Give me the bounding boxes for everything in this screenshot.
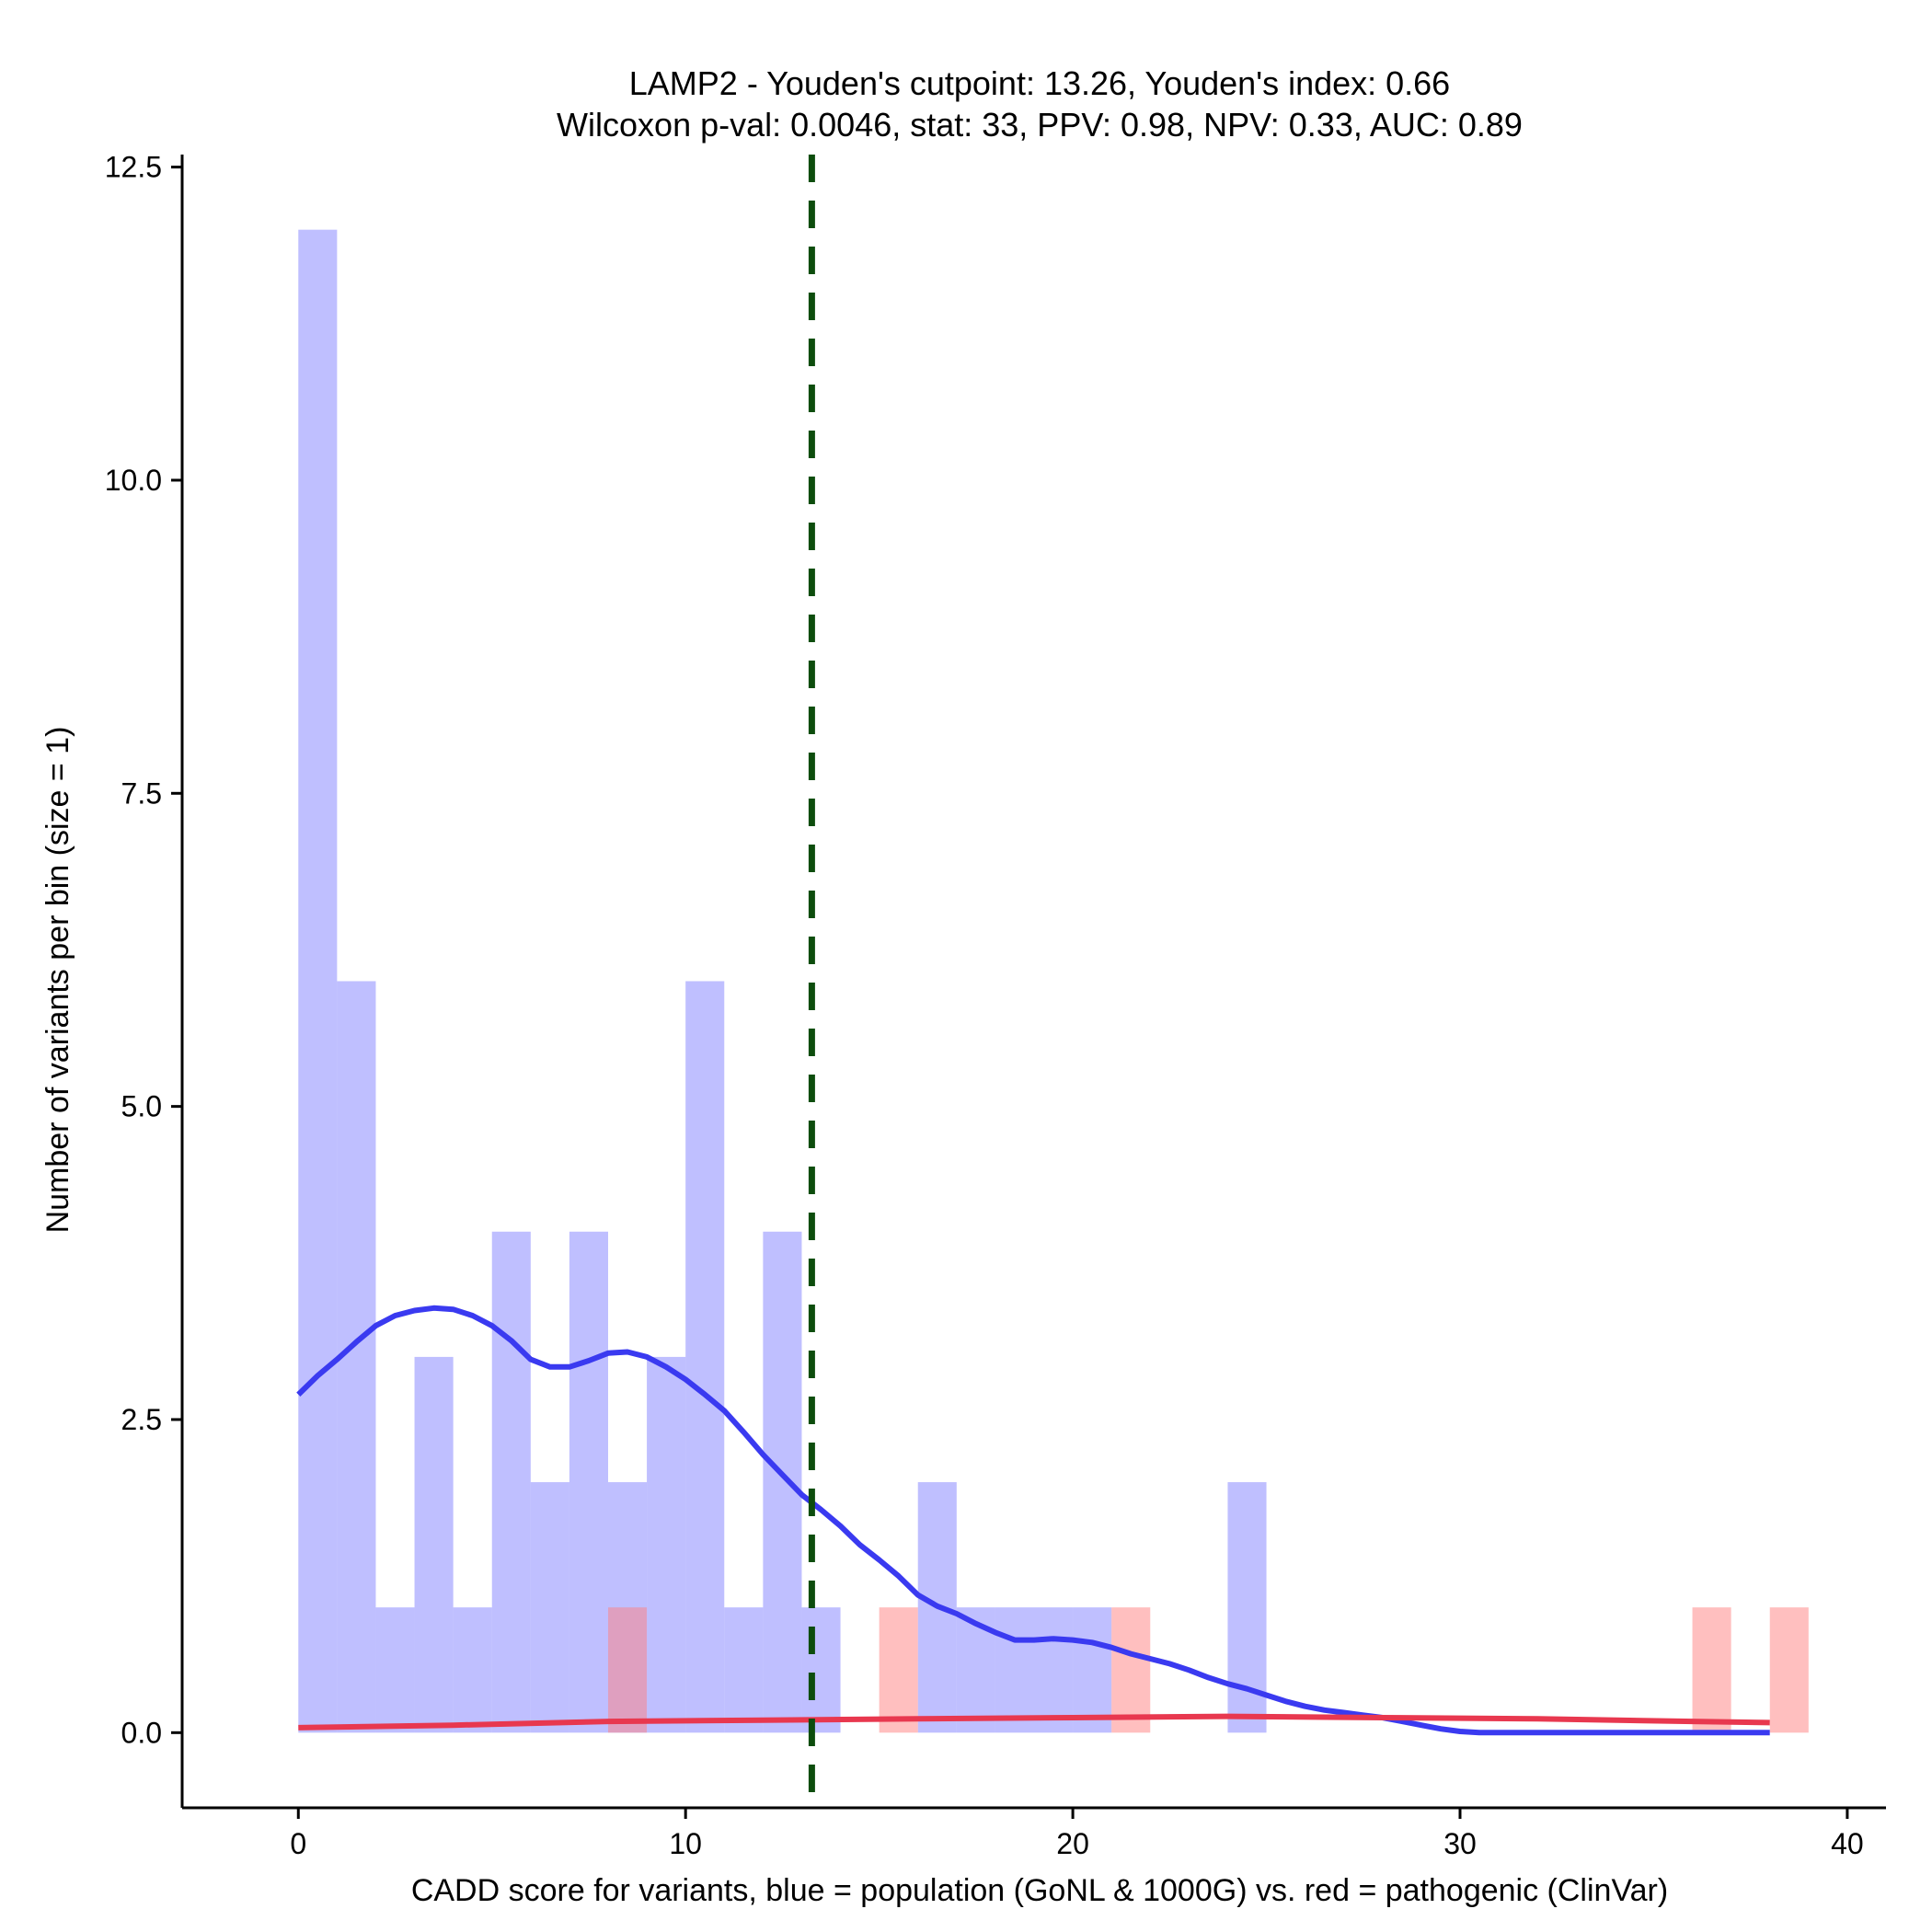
y-axis-label: Number of variants per bin (size = 1) bbox=[40, 727, 75, 1234]
x-tick-label: 30 bbox=[1443, 1827, 1477, 1860]
pathogenic-density-line bbox=[298, 1713, 1770, 1731]
y-tick-label: 0.0 bbox=[121, 1716, 162, 1749]
population-bar bbox=[491, 1231, 531, 1733]
y-tick-label: 2.5 bbox=[121, 1403, 162, 1436]
population-bar bbox=[995, 1607, 1034, 1733]
population-bar bbox=[414, 1356, 454, 1733]
pathogenic-histogram bbox=[608, 1607, 1809, 1733]
population-bar bbox=[763, 1231, 802, 1733]
population-histogram bbox=[298, 229, 1267, 1733]
y-axis-ticks: 0.0 2.5 5.0 7.5 10.0 12.5 bbox=[105, 151, 182, 1749]
chart-subtitle: Wilcoxon p-val: 0.0046, stat: 33, PPV: 0… bbox=[557, 106, 1523, 144]
x-axis-label: CADD score for variants, blue = populati… bbox=[411, 1873, 1668, 1908]
population-bar bbox=[375, 1607, 415, 1733]
pathogenic-bar bbox=[1769, 1607, 1809, 1733]
pathogenic-bar bbox=[879, 1607, 918, 1733]
x-axis-ticks: 0 10 20 30 40 bbox=[290, 1808, 1864, 1860]
y-tick-label: 10.0 bbox=[105, 464, 162, 497]
x-tick-label: 0 bbox=[290, 1827, 306, 1860]
pathogenic-bar bbox=[1111, 1607, 1151, 1733]
population-bar bbox=[1073, 1607, 1112, 1733]
pathogenic-bar bbox=[608, 1607, 648, 1733]
population-bar bbox=[569, 1231, 608, 1733]
population-bar bbox=[685, 981, 725, 1733]
y-tick-label: 12.5 bbox=[105, 151, 162, 184]
population-bar bbox=[453, 1607, 492, 1733]
pathogenic-bar bbox=[1692, 1607, 1731, 1733]
population-bar bbox=[801, 1607, 841, 1733]
population-bar bbox=[530, 1482, 569, 1733]
x-tick-label: 10 bbox=[669, 1827, 702, 1860]
x-tick-label: 40 bbox=[1831, 1827, 1864, 1860]
y-tick-label: 7.5 bbox=[121, 776, 162, 810]
y-tick-label: 5.0 bbox=[121, 1090, 162, 1123]
population-bar bbox=[1034, 1607, 1074, 1733]
population-bar bbox=[724, 1607, 764, 1733]
chart-title: LAMP2 - Youden's cutpoint: 13.26, Youden… bbox=[629, 64, 1450, 102]
population-bar bbox=[647, 1356, 686, 1733]
population-bar bbox=[298, 229, 338, 1733]
x-tick-label: 20 bbox=[1056, 1827, 1089, 1860]
